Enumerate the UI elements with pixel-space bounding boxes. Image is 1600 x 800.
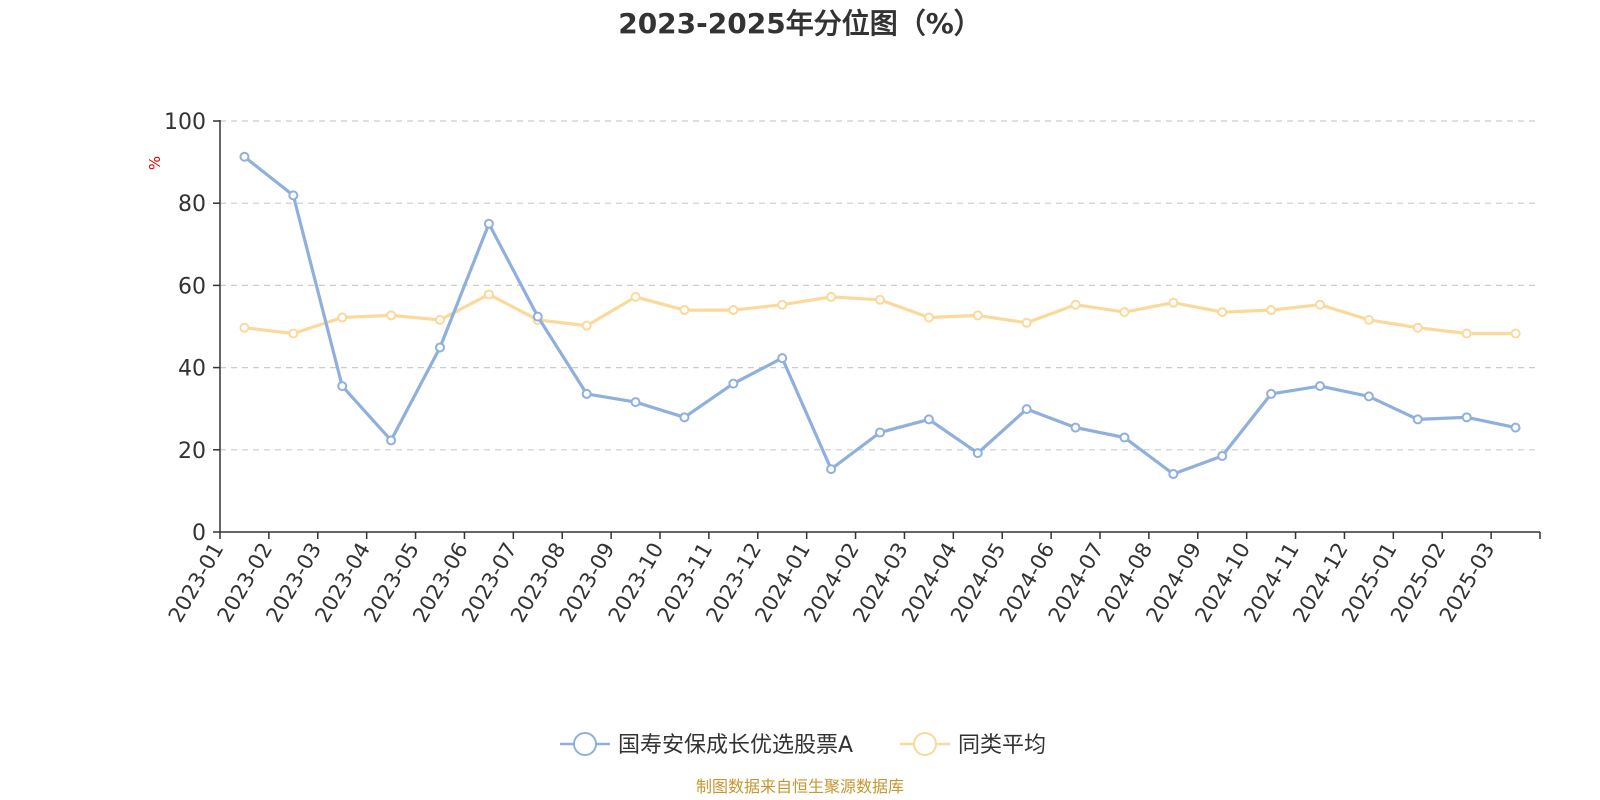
data-point[interactable] [1510, 422, 1521, 433]
data-point[interactable] [728, 305, 739, 316]
data-point[interactable] [826, 291, 837, 302]
data-point[interactable] [288, 328, 299, 339]
data-point[interactable] [923, 414, 934, 425]
data-point[interactable] [777, 299, 788, 310]
data-point[interactable] [875, 427, 885, 438]
data-point[interactable] [630, 291, 641, 302]
data-point[interactable] [1461, 412, 1472, 423]
y-tick-label: 60 [178, 274, 206, 299]
data-point[interactable] [1412, 322, 1423, 333]
series-lines [239, 151, 1521, 480]
data-point[interactable] [483, 289, 494, 300]
data-point[interactable] [239, 151, 250, 162]
data-point[interactable] [239, 322, 250, 333]
data-point[interactable] [337, 381, 348, 392]
legend-item-0[interactable]: 国寿安保成长优选股票A [560, 732, 853, 758]
series-1 [239, 289, 1521, 339]
data-point[interactable] [532, 311, 543, 322]
data-point[interactable] [1070, 422, 1081, 433]
data-point[interactable] [1315, 299, 1325, 310]
data-point[interactable] [1217, 307, 1228, 318]
legend-item-1[interactable]: 同类平均 [900, 732, 1046, 758]
data-point[interactable] [1266, 305, 1277, 316]
data-point[interactable] [777, 353, 788, 364]
legend-marker [913, 732, 937, 756]
data-point[interactable] [1168, 297, 1179, 308]
y-tick-label: 20 [178, 439, 206, 464]
data-point[interactable] [1461, 328, 1472, 339]
data-point[interactable] [679, 305, 690, 316]
y-axis-unit: % [146, 156, 164, 170]
data-point[interactable] [630, 397, 641, 408]
data-point[interactable] [1217, 450, 1228, 461]
grid-lines [220, 120, 1540, 451]
data-point[interactable] [1315, 381, 1325, 392]
data-point[interactable] [1168, 469, 1179, 480]
data-point[interactable] [1070, 299, 1081, 310]
legend-marker [573, 732, 597, 756]
data-point[interactable] [581, 388, 592, 399]
series-line [243, 155, 1516, 476]
legend-label: 国寿安保成长优选股票A [618, 733, 853, 758]
data-point[interactable] [1021, 404, 1032, 415]
series-0 [239, 151, 1521, 480]
data-point[interactable] [972, 448, 983, 459]
data-point[interactable] [1363, 391, 1374, 402]
data-point[interactable] [1266, 388, 1277, 399]
data-point[interactable] [923, 312, 934, 323]
data-point[interactable] [435, 314, 445, 325]
data-point[interactable] [728, 378, 739, 389]
data-point[interactable] [1412, 414, 1423, 425]
data-point[interactable] [972, 310, 983, 321]
data-point[interactable] [483, 218, 494, 229]
data-point[interactable] [826, 464, 837, 475]
source-note: 制图数据来自恒生聚源数据库 [696, 777, 904, 796]
data-point[interactable] [875, 294, 885, 305]
data-point[interactable] [1119, 432, 1130, 443]
data-point[interactable] [386, 435, 397, 446]
data-point[interactable] [1363, 314, 1374, 325]
data-point[interactable] [679, 412, 690, 423]
legend-label: 同类平均 [958, 733, 1046, 758]
y-tick-label: 80 [178, 192, 206, 217]
chart-title: 2023-2025年分位图（%） [618, 7, 982, 40]
y-tick-label: 40 [178, 357, 206, 382]
y-tick-label: 100 [164, 110, 206, 135]
data-point[interactable] [1119, 307, 1130, 318]
y-tick-label: 0 [192, 521, 206, 546]
data-point[interactable] [386, 310, 397, 321]
data-point[interactable] [1021, 317, 1032, 328]
data-point[interactable] [435, 342, 445, 353]
data-point[interactable] [581, 320, 592, 331]
axes: 0204060801002023-012023-022023-032023-04… [164, 110, 1541, 626]
data-point[interactable] [337, 312, 348, 323]
legend: 国寿安保成长优选股票A 同类平均 [560, 732, 1046, 758]
data-point[interactable] [288, 190, 299, 201]
data-point[interactable] [1510, 328, 1521, 339]
